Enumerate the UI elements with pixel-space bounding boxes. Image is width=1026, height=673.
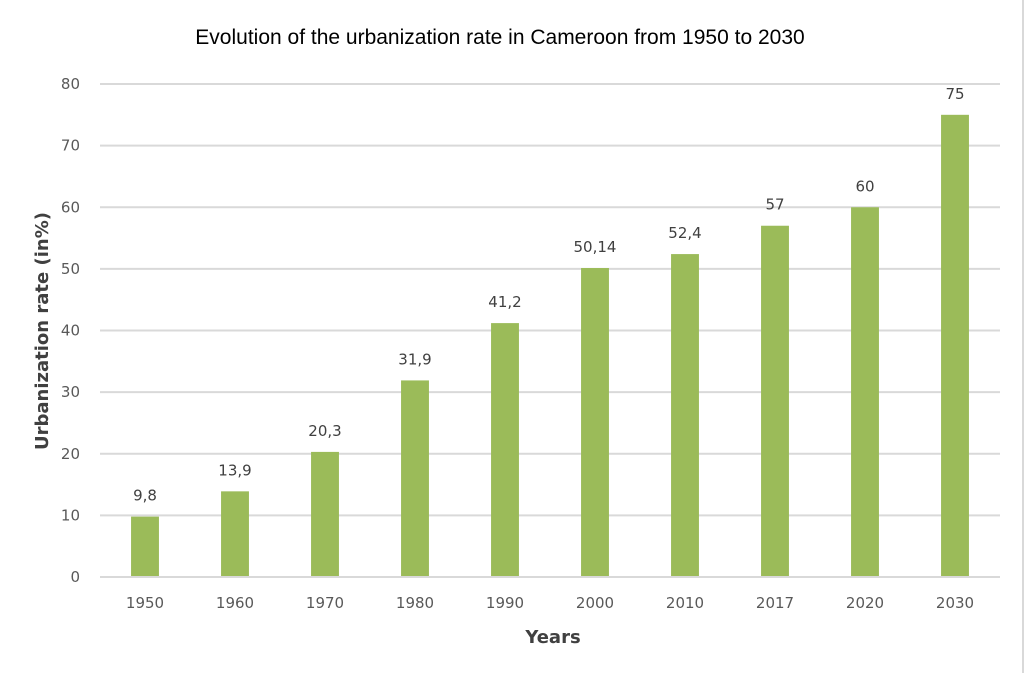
y-tick-label: 0 — [70, 568, 80, 586]
data-label-2017: 57 — [765, 196, 784, 214]
bar-1990 — [491, 323, 519, 576]
bar-2020 — [851, 207, 879, 576]
data-label-1950: 9,8 — [133, 487, 157, 505]
bar-2017 — [761, 225, 789, 577]
x-tick-label: 2000 — [576, 594, 614, 612]
data-label-2030: 75 — [945, 85, 964, 103]
y-axis-ticks: 0 10 20 30 40 50 60 70 80 — [61, 75, 80, 586]
x-tick-label: 1960 — [216, 594, 254, 612]
bar-1960 — [221, 491, 249, 576]
bar-1950 — [131, 516, 159, 576]
x-tick-label: 2010 — [666, 594, 704, 612]
y-tick-label: 10 — [61, 506, 80, 524]
y-tick-label: 80 — [61, 75, 80, 93]
x-tick-label: 1990 — [486, 594, 524, 612]
data-label-1960: 13,9 — [218, 461, 251, 479]
bar-1970 — [311, 451, 339, 576]
y-axis-title: Urbanization rate (in%) — [32, 212, 53, 450]
data-label-2020: 60 — [855, 177, 874, 195]
bar-2030 — [941, 114, 969, 576]
bar-2010 — [671, 254, 699, 576]
bars — [131, 114, 969, 577]
x-tick-label: 1970 — [306, 594, 344, 612]
x-axis-title: Years — [524, 627, 580, 648]
chart-frame-border — [1022, 0, 1024, 673]
chart-title: Evolution of the urbanization rate in Ca… — [195, 26, 804, 49]
data-labels: 9,8 13,9 20,3 31,9 41,2 50,14 52,4 57 60 75 — [133, 85, 964, 505]
data-label-1980: 31,9 — [398, 350, 431, 368]
data-label-2010: 52,4 — [668, 224, 701, 242]
data-label-2000: 50,14 — [574, 238, 617, 256]
data-label-1970: 20,3 — [308, 422, 341, 440]
x-tick-label: 2017 — [756, 594, 794, 612]
bar-1980 — [401, 380, 429, 576]
x-tick-label: 2020 — [846, 594, 884, 612]
y-tick-label: 50 — [61, 260, 80, 278]
y-tick-label: 60 — [61, 198, 80, 216]
x-tick-label: 2030 — [936, 594, 974, 612]
x-tick-label: 1980 — [396, 594, 434, 612]
y-tick-label: 30 — [61, 383, 80, 401]
x-tick-label: 1950 — [126, 594, 164, 612]
y-tick-label: 40 — [61, 322, 80, 340]
x-axis-ticks: 1950 1960 1970 1980 1990 2000 2010 2017 2020 2030 — [126, 594, 974, 612]
data-label-1990: 41,2 — [488, 293, 521, 311]
y-tick-label: 70 — [61, 137, 80, 155]
y-tick-label: 20 — [61, 445, 80, 463]
bar-2000 — [581, 268, 609, 576]
gridlines — [100, 83, 1000, 578]
